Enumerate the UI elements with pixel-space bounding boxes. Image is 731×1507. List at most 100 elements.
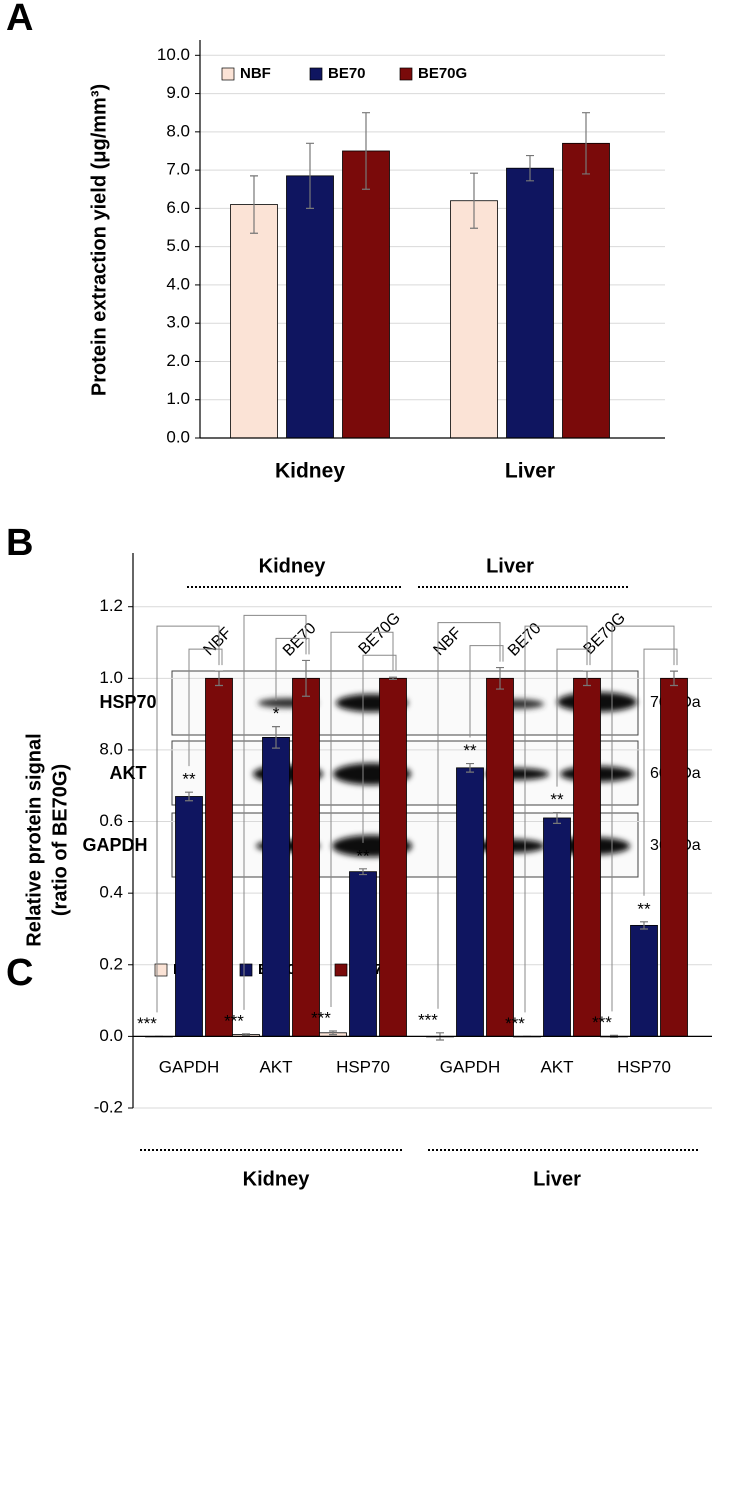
legend-swatch: [334, 963, 348, 977]
bar: [630, 924, 658, 1037]
legend-swatch: [239, 963, 253, 977]
significance: *: [273, 704, 280, 723]
y-tick-label: 5.0: [166, 236, 190, 255]
error-bar: [470, 172, 478, 229]
legend-label: NBF: [240, 65, 271, 82]
error-bar: [526, 154, 534, 182]
bar: [292, 677, 320, 1037]
y-tick-label: 0.2: [99, 954, 123, 973]
lane-label: BE70G: [356, 610, 405, 659]
significance: ***: [418, 1010, 438, 1029]
lane-label: NBF: [430, 624, 465, 659]
lane-label: NBF: [200, 624, 235, 659]
legend-swatch: [399, 67, 413, 81]
bracket: [330, 631, 394, 1008]
x-tick-label: AKT: [540, 1057, 573, 1076]
bracket: [437, 622, 501, 1009]
error-bar: [302, 659, 310, 697]
bar: [486, 677, 514, 1037]
y-tick-label: 0.0: [166, 427, 190, 446]
y-tick-label: 7.0: [166, 160, 190, 179]
significance: **: [550, 790, 564, 809]
y-tick-label: 0.4: [99, 883, 123, 902]
error-bar: [362, 112, 370, 190]
error-bar: [553, 811, 561, 824]
x-tick-label: Kidney: [275, 460, 345, 483]
bracket: [362, 654, 397, 843]
y-tick-label: 6.0: [166, 198, 190, 217]
error-bar: [389, 676, 397, 680]
significance: **: [637, 899, 651, 918]
bar: [562, 142, 610, 439]
bar: [286, 175, 334, 439]
y-tick-label: 8.0: [99, 739, 123, 758]
y-axis-label: (ratio of BE70G): [49, 764, 71, 916]
bracket: [524, 625, 588, 1013]
protein-label: AKT: [110, 763, 147, 783]
y-tick-label: 0.0: [99, 1026, 123, 1045]
x-tick-label: Liver: [505, 460, 555, 483]
x-tick-label: GAPDH: [440, 1057, 500, 1076]
bracket: [243, 614, 307, 1010]
error-bar: [272, 726, 280, 749]
legend-swatch: [221, 67, 235, 81]
error-bar: [640, 921, 648, 930]
y-tick-label: 1.2: [99, 596, 123, 615]
bracket: [556, 648, 591, 787]
bar: [506, 167, 554, 439]
lane-label: BE70: [280, 620, 320, 660]
y-tick-label: 4.0: [166, 274, 190, 293]
panel-label: B: [6, 522, 33, 564]
bar: [349, 871, 377, 1037]
y-tick-label: -0.2: [94, 1097, 123, 1116]
bar: [543, 817, 571, 1037]
legend-label: BE70: [328, 65, 366, 82]
error-bar: [359, 868, 367, 876]
bar: [379, 677, 407, 1037]
x-tick-label: AKT: [259, 1057, 292, 1076]
y-tick-label: 8.0: [166, 121, 190, 140]
y-tick-label: 1.0: [166, 389, 190, 408]
y-tick-label: 9.0: [166, 83, 190, 102]
bar: [660, 677, 688, 1037]
y-tick-label: 3.0: [166, 313, 190, 332]
significance: ***: [505, 1014, 525, 1033]
protein-label: HSP70: [99, 692, 156, 712]
group-label: Liver: [533, 1168, 581, 1190]
significance: ***: [311, 1009, 331, 1028]
panel-label: C: [6, 952, 33, 994]
x-tick-label: HSP70: [617, 1057, 671, 1076]
legend-swatch: [154, 963, 168, 977]
significance: **: [463, 741, 477, 760]
significance: ***: [137, 1014, 157, 1033]
significance: **: [182, 770, 196, 789]
y-tick-label: 0.6: [99, 811, 123, 830]
bar: [456, 767, 484, 1037]
bracket: [469, 645, 504, 738]
bracket: [643, 648, 678, 896]
legend-label: BE70G: [418, 65, 467, 82]
bracket: [275, 637, 310, 701]
bracket: [611, 625, 675, 1012]
y-axis-label: Protein extraction yield (μg/mm³): [88, 84, 110, 396]
bar: [342, 150, 390, 439]
lane-label: BE70G: [581, 610, 630, 659]
error-bar: [215, 670, 223, 687]
y-axis-label: Relative protein signal: [23, 733, 45, 946]
panel-label: A: [6, 0, 33, 39]
error-bar: [242, 1033, 250, 1036]
error-bar: [582, 112, 590, 175]
error-bar: [670, 670, 678, 687]
bar: [450, 200, 498, 439]
error-bar: [496, 666, 504, 690]
error-bar: [306, 142, 314, 209]
error-bar: [466, 762, 474, 773]
significance: ***: [592, 1013, 612, 1032]
y-tick-label: 1.0: [99, 668, 123, 687]
significance: **: [356, 846, 370, 865]
bracket: [156, 625, 220, 1013]
y-tick-label: 10.0: [157, 45, 190, 64]
error-bar: [583, 670, 591, 687]
protein-label: GAPDH: [82, 835, 147, 855]
